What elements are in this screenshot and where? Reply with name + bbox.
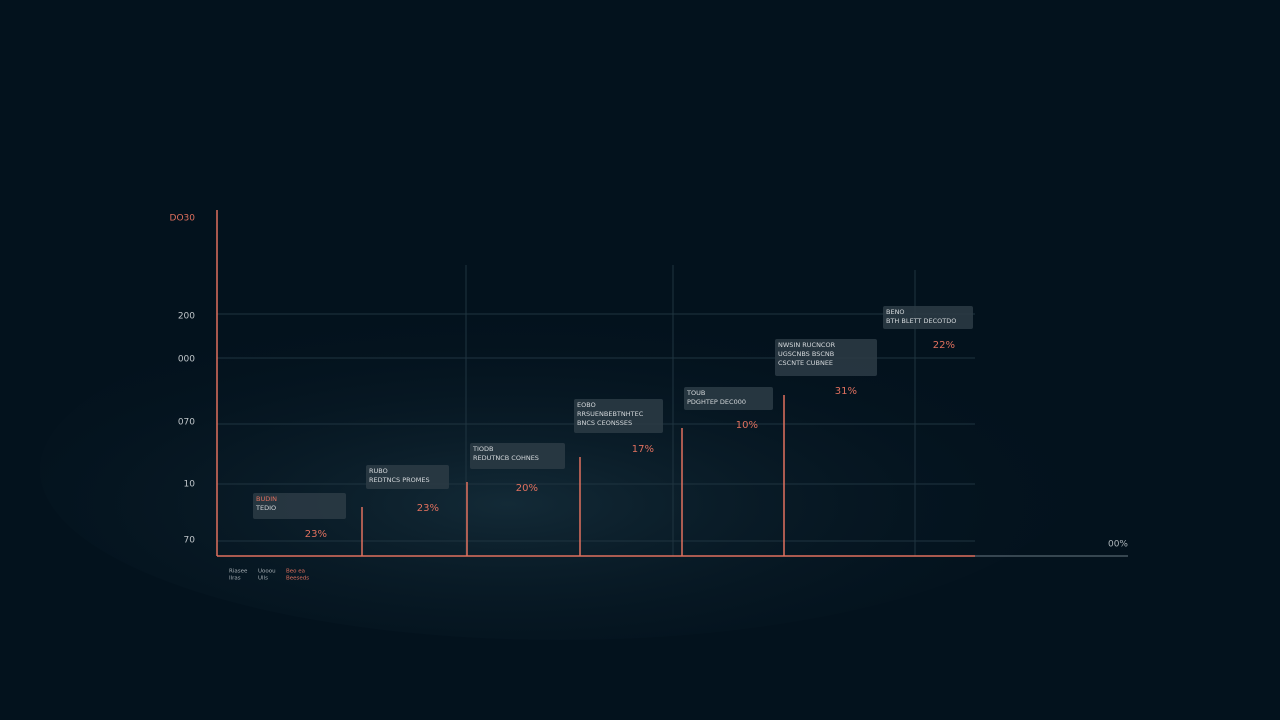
callout-text: EOBO [577,401,596,409]
callout-percent: 22% [933,340,955,351]
callout-percent: 17% [632,444,654,455]
callout-text: REDUTNCB COHNES [473,454,539,462]
y-label: 70 [184,536,196,546]
callout-text: RUBO [369,467,388,475]
callout-text: BTH BLETT DECOTDO [886,317,956,325]
legend-text: Riasee [229,569,248,575]
callout-box [366,465,449,489]
callout-box [883,306,973,329]
callout-text: UGSCNBS BSCNB [778,350,834,358]
y-label: 070 [178,418,195,428]
callout-text: TEDIO [255,504,276,512]
callout-text: NWSIN RUCNCOR [778,341,836,349]
callout-percent: 31% [835,386,857,397]
legend-text: Beo ea [286,569,305,575]
callout-text: BNCS CEONSSES [577,419,632,427]
callout-box [684,387,773,410]
legend-text: Beeseds [286,576,309,582]
callout-percent: 20% [516,483,538,494]
y-label: DO30 [170,214,196,224]
callout-box [253,493,346,519]
callout-box [574,399,663,433]
spikes [361,395,785,556]
y-label: 000 [178,355,195,365]
y-label: 200 [178,312,195,322]
callout-box [470,443,565,469]
legend-text: Ulls [258,576,268,582]
callout-text: BUDIN [256,495,277,503]
callout-text: RRSUENBEBTNHTEC [577,410,644,418]
callout-percent: 23% [305,529,327,540]
callout-box [775,339,877,376]
callout-text: PDGHTEP DEC000 [687,398,746,406]
callout-text: BENO [886,308,905,316]
callout-text: CSCNTE CUBNEE [778,359,833,367]
callout-text: TOUB [686,389,705,397]
y-label: 10 [184,480,196,490]
legend-text: Ilras [229,576,241,582]
callout-percent: 23% [417,503,439,514]
callout-text: REDTNCS PROMES [369,476,430,484]
callout-text: TIODB [472,445,493,453]
glow [40,300,1080,640]
legend-text: Uooou [258,569,276,575]
callout-percent: 10% [736,420,758,431]
x-end-label: 00% [1108,540,1128,550]
